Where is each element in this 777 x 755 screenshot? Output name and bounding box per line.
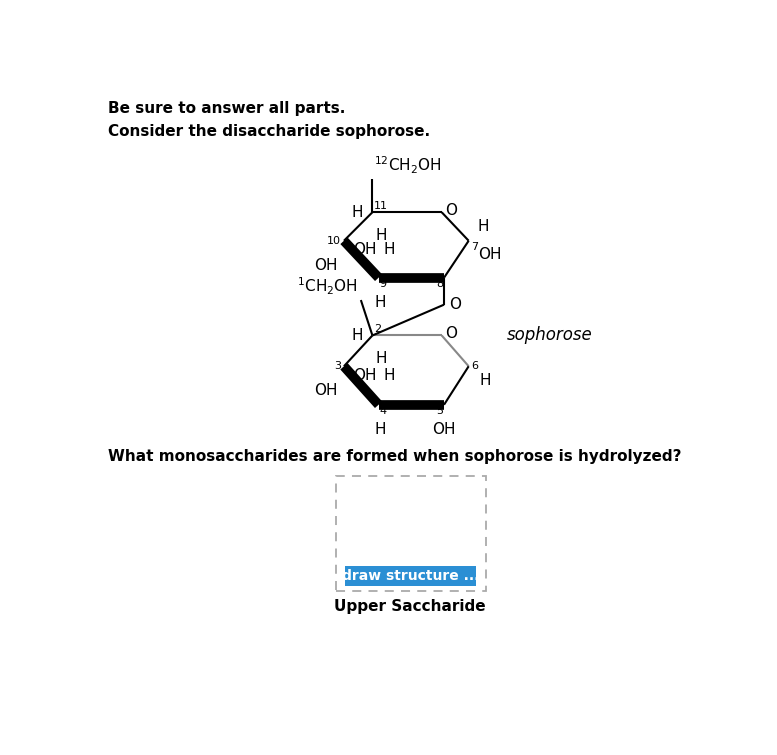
Text: OH: OH bbox=[478, 247, 501, 262]
Text: H: H bbox=[384, 368, 395, 383]
Text: 11: 11 bbox=[374, 201, 388, 211]
Text: Upper Saccharide: Upper Saccharide bbox=[333, 599, 485, 614]
Text: 3: 3 bbox=[334, 361, 341, 371]
Text: OH: OH bbox=[314, 258, 338, 273]
Text: 9: 9 bbox=[379, 279, 386, 289]
Text: H: H bbox=[352, 205, 363, 220]
Text: sophorose: sophorose bbox=[507, 326, 593, 344]
Bar bbox=[346, 566, 476, 587]
Text: OH: OH bbox=[354, 368, 377, 383]
Text: 2: 2 bbox=[374, 324, 381, 334]
Text: 4: 4 bbox=[379, 406, 386, 416]
Text: H: H bbox=[352, 328, 363, 343]
Text: draw structure ...: draw structure ... bbox=[342, 569, 479, 584]
Text: Be sure to answer all parts.: Be sure to answer all parts. bbox=[108, 101, 346, 116]
Text: 6: 6 bbox=[472, 361, 479, 371]
Text: 7: 7 bbox=[471, 242, 478, 252]
Bar bbox=[336, 476, 486, 591]
Text: O: O bbox=[448, 297, 461, 312]
Text: What monosaccharides are formed when sophorose is hydrolyzed?: What monosaccharides are formed when sop… bbox=[108, 448, 681, 464]
Text: 5: 5 bbox=[436, 406, 443, 416]
Text: H: H bbox=[478, 220, 490, 234]
Text: 10: 10 bbox=[327, 236, 341, 245]
Text: H: H bbox=[376, 351, 388, 366]
Text: 8: 8 bbox=[436, 279, 443, 289]
Text: O: O bbox=[444, 203, 457, 218]
Text: H: H bbox=[376, 228, 388, 242]
Text: Consider the disaccharide sophorose.: Consider the disaccharide sophorose. bbox=[108, 125, 430, 140]
Text: H: H bbox=[375, 294, 386, 310]
Text: OH: OH bbox=[314, 384, 338, 399]
Text: H: H bbox=[479, 373, 491, 387]
Text: O: O bbox=[444, 326, 457, 341]
Text: $^{12}$CH$_2$OH: $^{12}$CH$_2$OH bbox=[374, 155, 441, 176]
Text: H: H bbox=[375, 422, 386, 436]
Text: H: H bbox=[384, 242, 395, 257]
Text: $^1$CH$_2$OH: $^1$CH$_2$OH bbox=[297, 276, 357, 297]
Text: OH: OH bbox=[354, 242, 377, 257]
Text: OH: OH bbox=[432, 422, 456, 436]
